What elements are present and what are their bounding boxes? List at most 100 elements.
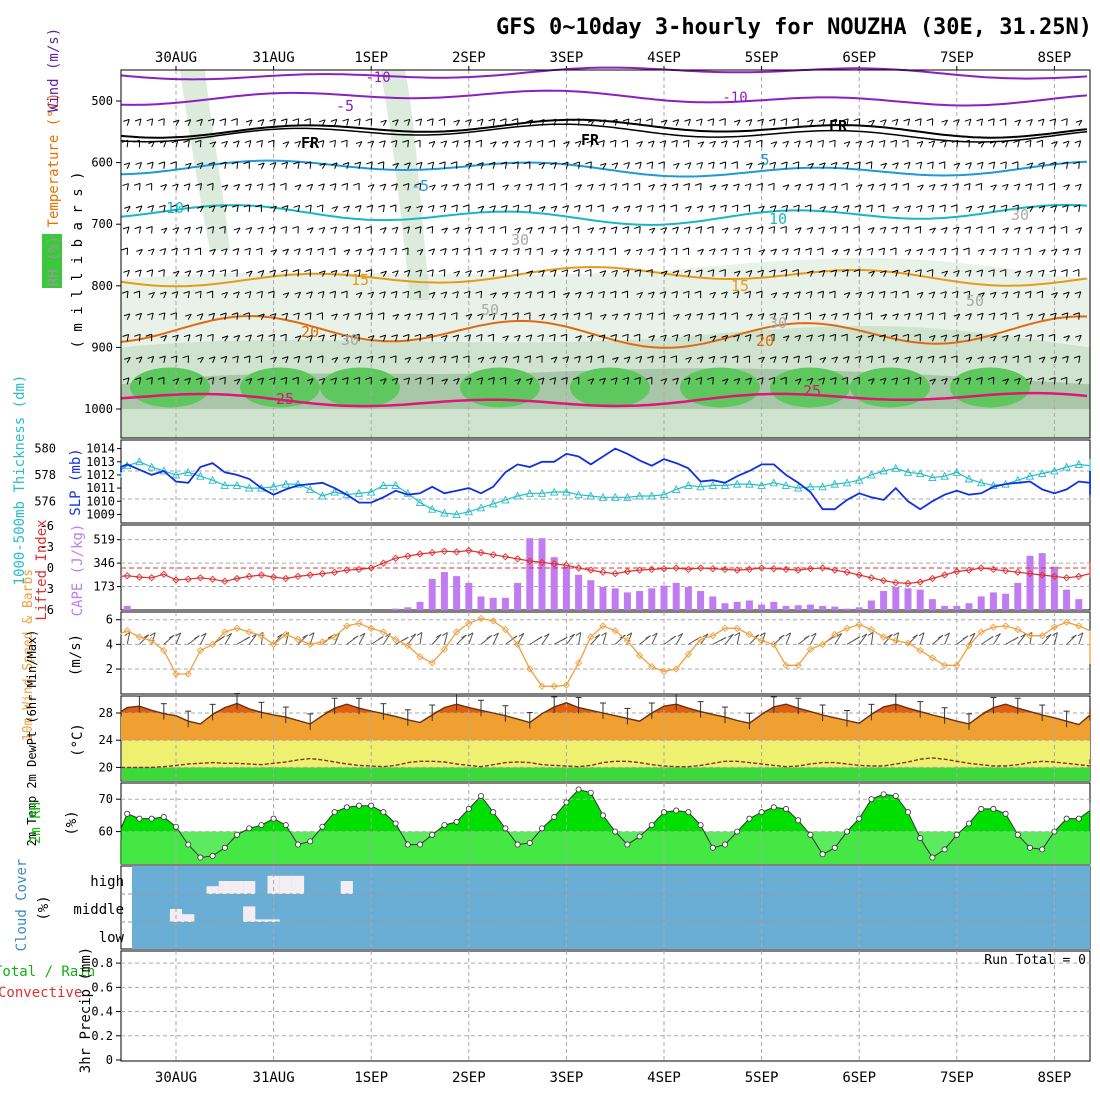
thickness-point <box>427 504 437 513</box>
wind-barb-feather <box>427 204 435 208</box>
wind-barb-feather <box>317 140 324 143</box>
wind-barb-feather <box>123 118 130 122</box>
wind-barb-feather <box>196 269 203 273</box>
thickness-point <box>659 490 669 499</box>
wind-barb <box>163 227 168 234</box>
wind-barb <box>846 248 850 256</box>
wind-barb-feather <box>159 248 166 252</box>
wind-barb-feather <box>561 312 569 316</box>
wind-barb-feather <box>389 204 397 208</box>
wind-barb-feather <box>719 161 726 165</box>
wind-barb-feather <box>404 162 411 166</box>
wind10-point <box>599 622 607 630</box>
rh-point <box>941 846 948 853</box>
thickness-point <box>1050 466 1059 475</box>
wind-barb <box>1005 355 1008 363</box>
date-label-bottom: 5SEP <box>745 1070 779 1086</box>
wind-barb-feather <box>538 269 545 273</box>
wind-barb-feather <box>901 139 909 143</box>
wind-barb <box>578 248 582 256</box>
wind-barb <box>1029 140 1032 148</box>
wind-barb-feather <box>610 334 617 337</box>
wind-barb <box>590 204 593 212</box>
wind-barb <box>761 377 764 385</box>
wind-barb-feather <box>914 226 921 229</box>
wind-barb <box>858 312 861 320</box>
isotherm-freezing-b <box>120 123 1088 143</box>
wind10-barb-feather <box>493 632 499 637</box>
wind-barb <box>553 118 557 126</box>
wind-barb-feather <box>158 312 165 316</box>
li-tick-label: 6 <box>47 603 54 617</box>
rh-point <box>575 786 582 793</box>
temp2m-series <box>120 692 1091 769</box>
thickness-point <box>208 475 217 484</box>
wind-barb <box>1005 312 1007 320</box>
wind-barb-feather <box>648 227 656 231</box>
wind-barb-feather <box>805 290 813 294</box>
li-point <box>294 572 302 581</box>
wind-barb <box>468 291 471 299</box>
wind-barb <box>968 313 972 320</box>
wind-barb-feather <box>878 247 885 251</box>
wind-barb <box>370 161 373 169</box>
cape-bar <box>611 588 619 610</box>
wind-barb-feather <box>573 161 580 165</box>
wind-barb-feather <box>976 312 984 316</box>
wind-barb <box>553 183 556 191</box>
wind-barb <box>919 269 922 277</box>
wind-barb <box>175 291 179 299</box>
wind-barb-feather <box>463 247 470 251</box>
wind-barb-feather <box>317 247 324 251</box>
wind-barb <box>1005 140 1009 148</box>
thickness-point <box>891 463 901 472</box>
wind-barb <box>151 292 155 299</box>
thickness-point <box>854 475 864 484</box>
cape-bar <box>794 605 802 610</box>
wind-barb <box>163 248 167 256</box>
wind-barb <box>1078 184 1082 191</box>
wind-barb <box>346 356 350 364</box>
wind-barb <box>309 312 312 320</box>
wind-barb-feather <box>914 376 921 380</box>
wind-barb <box>895 140 897 148</box>
cloud-bar-high <box>218 881 231 894</box>
wind10-barb-feather <box>168 634 175 639</box>
millibars-label: ( m i l l i b a r s ) <box>70 171 86 348</box>
wind-barb <box>517 140 521 148</box>
rh-point <box>539 825 546 832</box>
thickness-point <box>1025 471 1035 480</box>
wind-barb <box>761 183 764 191</box>
contour-label: -10 <box>365 70 390 86</box>
wind10-barb-feather <box>854 636 860 641</box>
wind-barb <box>1066 161 1069 169</box>
wind10-point <box>526 665 534 673</box>
wind-barb-feather <box>574 355 581 359</box>
wind-barb <box>700 141 705 148</box>
slp-frame <box>120 439 1091 524</box>
wind-barb <box>1017 355 1019 363</box>
thickness-point <box>940 471 949 480</box>
wind-barb <box>138 226 142 234</box>
wind-barb <box>1029 206 1034 213</box>
wind-barb-feather <box>293 248 301 252</box>
wind-barb-feather <box>731 355 739 359</box>
wind-barb-feather <box>282 292 290 296</box>
wind-barb <box>748 140 751 148</box>
y-tick-label: 1000 <box>84 402 113 416</box>
wind-barb <box>980 118 984 126</box>
wind-barb <box>529 248 532 256</box>
wind-barb-feather <box>428 140 436 144</box>
wind-barb-feather <box>413 139 421 143</box>
wind-barb-feather <box>697 248 704 252</box>
wind-barb <box>663 119 668 126</box>
wind-barb <box>602 355 605 363</box>
wind-barb <box>992 118 995 126</box>
wind-barb-feather <box>1063 184 1070 188</box>
wind-barb <box>395 163 400 169</box>
wind-barb <box>541 291 544 299</box>
wind-barb-feather <box>207 333 214 337</box>
wind10-barb <box>456 634 467 645</box>
wind10-point <box>416 653 424 661</box>
wind-barb <box>1053 377 1056 385</box>
